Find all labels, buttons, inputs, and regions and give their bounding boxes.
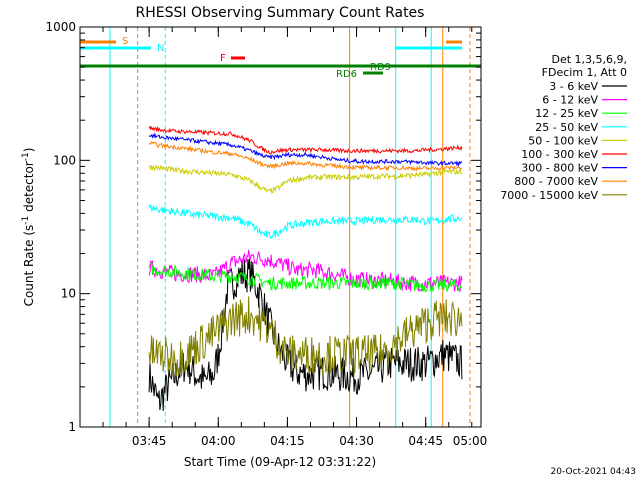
flag-label-s: S bbox=[122, 36, 128, 47]
x-tick-label: 05:00 bbox=[453, 434, 488, 448]
series-line-6 bbox=[148, 132, 463, 168]
y-axis-label: Count Rate (s-1 detector-1) bbox=[21, 148, 36, 307]
series-line-2 bbox=[148, 262, 463, 294]
timestamp: 20-Oct-2021 04:43 bbox=[551, 467, 636, 477]
x-tick-label: 04:00 bbox=[201, 434, 236, 448]
y-tick-label: 1 bbox=[68, 420, 76, 434]
legend-label-0: 3 - 6 keV bbox=[549, 80, 598, 93]
flag-label-f: F bbox=[220, 53, 226, 64]
flag-bars: S N F RD9 RD6 bbox=[80, 36, 481, 80]
y-tick-label: 10 bbox=[61, 287, 76, 301]
series-line-3 bbox=[148, 204, 463, 240]
x-tick-label: 04:15 bbox=[270, 434, 305, 448]
legend-label-6: 300 - 800 keV bbox=[521, 162, 598, 175]
y-tick-label: 1000 bbox=[45, 20, 76, 34]
x-tick-label: 03:45 bbox=[132, 434, 167, 448]
legend-label-8: 7000 - 15000 keV bbox=[500, 189, 598, 202]
plot-frame bbox=[79, 26, 482, 428]
series-line-0 bbox=[148, 258, 463, 412]
series-line-5 bbox=[148, 125, 463, 155]
legend-label-5: 100 - 300 keV bbox=[521, 148, 598, 161]
x-axis-label: Start Time (09-Apr-12 03:31:22) bbox=[184, 455, 376, 469]
flag-label-rd9: RD9 bbox=[370, 62, 391, 73]
chart-title: RHESSI Observing Summary Count Rates bbox=[136, 5, 425, 21]
series-line-4 bbox=[148, 164, 463, 194]
legend: Det 1,3,5,6,9, FDecim 1, Att 0 3 - 6 keV… bbox=[500, 53, 627, 202]
y-tick-label: 100 bbox=[53, 153, 76, 167]
x-axis: 03:45 04:00 04:15 04:30 04:45 05:00 bbox=[79, 27, 488, 448]
y-axis: 1 10 100 1000 bbox=[45, 20, 481, 434]
x-tick-label: 04:30 bbox=[339, 434, 374, 448]
legend-label-1: 6 - 12 keV bbox=[542, 94, 598, 107]
flag-label-rd6: RD6 bbox=[336, 69, 357, 80]
legend-header-2: FDecim 1, Att 0 bbox=[542, 66, 627, 79]
legend-header-1: Det 1,3,5,6,9, bbox=[551, 53, 627, 66]
flag-label-n: N bbox=[157, 43, 164, 54]
x-tick-label: 04:45 bbox=[408, 434, 443, 448]
series-line-8 bbox=[148, 296, 463, 378]
legend-label-7: 800 - 7000 keV bbox=[514, 175, 598, 188]
legend-label-4: 50 - 100 keV bbox=[528, 134, 598, 147]
legend-label-2: 12 - 25 keV bbox=[535, 107, 598, 120]
series-line-7 bbox=[148, 140, 463, 172]
legend-label-3: 25 - 50 keV bbox=[535, 121, 598, 134]
data-series bbox=[148, 125, 463, 412]
